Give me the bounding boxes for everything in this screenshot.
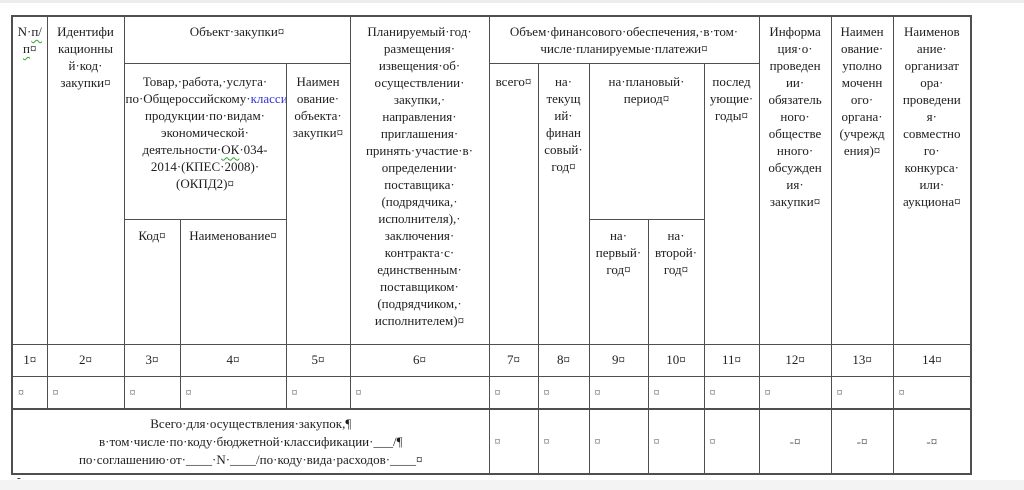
empty-data-cell: ¤ <box>588 375 649 410</box>
okpd2-text-mid: · продукции·по·видам· экономической· дея… <box>142 107 266 157</box>
empty-data-cell: ¤ <box>647 375 705 410</box>
header-row-1: N·п/п¤ Идентифи кационны й·код· закупки¤… <box>11 15 972 345</box>
column-number-11: 11¤ <box>703 343 760 377</box>
column-number-10: 10¤ <box>647 343 705 377</box>
totals-dash-cell: -¤ <box>830 408 894 475</box>
totals-value-cell: ¤ <box>647 408 705 475</box>
empty-data-cell: ¤ <box>537 375 590 410</box>
empty-data-cell: ¤ <box>758 375 832 410</box>
totals-dash-cell: -¤ <box>892 408 972 475</box>
okpd2-text-after: ·034- 2014·(КПЕС·2008)· (ОКПД2)¤ <box>150 141 268 191</box>
column-number-9: 9¤ <box>588 343 649 377</box>
empty-data-cell: ¤ <box>892 375 972 410</box>
totals-dash-cell: -¤ <box>758 408 832 475</box>
public-discussion-header: Информа ция·о· проведен ии· обязатель но… <box>758 15 832 345</box>
empty-data-cell: ¤ <box>285 375 351 410</box>
serial-line1: N· <box>17 24 32 39</box>
column-number-1: 1¤ <box>11 343 48 377</box>
empty-data-cell: ¤ <box>488 375 539 410</box>
procurement-plan-table: N·п/п¤ Идентифи кационны й·код· закупки¤… <box>11 15 973 475</box>
column-number-2: 2¤ <box>46 343 125 377</box>
current-fiscal-year-header: на· текущ ий· финан совый· год¤ <box>537 62 590 345</box>
serial-number-header: N·п/п¤ <box>11 15 48 345</box>
total-header: всего¤ <box>488 62 539 345</box>
header-row-3: Код¤ Наименование¤ на· первый· год¤ на· … <box>12 218 971 345</box>
column-number-5: 5¤ <box>285 343 351 377</box>
totals-value-cell: ¤ <box>588 408 649 475</box>
column-number-4: 4¤ <box>179 343 287 377</box>
cell-marker: ¤ <box>29 41 37 56</box>
empty-data-cell: ¤ <box>703 375 760 410</box>
okpd2-classifier-header: Товар,·работа,·услуга· по·Общероссийском… <box>123 62 287 220</box>
totals-row: Всего·для·осуществления·закупок,¶ в·том·… <box>11 408 972 475</box>
authorized-body-header: Наимен ование· уполно моченн ого· органа… <box>830 15 894 345</box>
serial-squiggle-text: п/п <box>23 24 42 56</box>
planned-period-header: на·плановый· период¤ <box>588 62 705 220</box>
procurement-object-name-header: Наимен ование· объекта· закупки¤ <box>285 62 351 345</box>
name-header: Наименование¤ <box>179 218 287 345</box>
second-year-header: на· второй· год¤ <box>647 218 705 345</box>
empty-data-row: ¤ ¤ ¤ ¤ ¤ ¤ ¤ ¤ ¤ ¤ ¤ ¤ ¤ ¤ <box>11 375 972 410</box>
subsequent-years-header: послед ующие· годы¤ <box>703 62 760 345</box>
page-top-edge <box>0 0 1024 3</box>
joint-tender-organizer-header: Наименов ание· организат ора· проведени … <box>892 15 972 345</box>
empty-data-cell: ¤ <box>179 375 287 410</box>
column-number-12: 12¤ <box>758 343 832 377</box>
column-number-13: 13¤ <box>830 343 894 377</box>
column-number-3: 3¤ <box>123 343 181 377</box>
totals-value-cell: ¤ <box>488 408 539 475</box>
empty-data-cell: ¤ <box>830 375 894 410</box>
column-number-6: 6¤ <box>349 343 490 377</box>
column-numbers-row: 1¤ 2¤ 3¤ 4¤ 5¤ 6¤ 7¤ 8¤ 9¤ 10¤ 11¤ 12¤ 1… <box>11 343 972 377</box>
planned-year-header: Планируемый·год· размещения· извещения·о… <box>349 15 490 345</box>
column-number-7: 7¤ <box>488 343 539 377</box>
procurement-id-code-header: Идентифи кационны й·код· закупки¤ <box>46 15 125 345</box>
cutoff-text-mark: - <box>17 476 27 481</box>
code-header: Код¤ <box>123 218 181 345</box>
ok-squiggle-text: ОК <box>221 141 240 157</box>
empty-data-cell: ¤ <box>46 375 125 410</box>
totals-value-cell: ¤ <box>537 408 590 475</box>
column-number-8: 8¤ <box>537 343 590 377</box>
totals-value-cell: ¤ <box>703 408 760 475</box>
empty-data-cell: ¤ <box>349 375 490 410</box>
first-year-header: на· первый· год¤ <box>588 218 649 345</box>
financial-volume-header: Объем·финансового·обеспечения,·в·том· чи… <box>488 15 760 64</box>
empty-data-cell: ¤ <box>123 375 181 410</box>
procurement-object-header: Объект·закупки¤ <box>123 15 351 64</box>
column-number-14: 14¤ <box>892 343 972 377</box>
page-bottom-edge <box>0 480 1024 490</box>
totals-label-cell: Всего·для·осуществления·закупок,¶ в·том·… <box>11 408 490 475</box>
okpd2-text-before: Товар,·работа,·услуга· по·Общероссийском… <box>125 73 268 106</box>
classifier-link[interactable]: классификатору <box>250 90 285 106</box>
empty-data-cell: ¤ <box>11 375 48 410</box>
header-row-2: Товар,·работа,·услуга· по·Общероссийском… <box>12 62 971 345</box>
